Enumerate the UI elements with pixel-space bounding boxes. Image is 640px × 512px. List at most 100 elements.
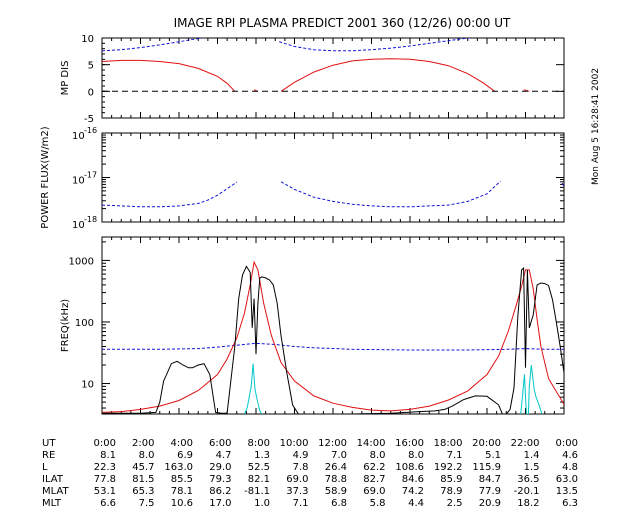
freq-y-tick-label: 1000 — [69, 256, 94, 267]
table-cell-mlat-12: 13.5 — [556, 486, 578, 497]
table-cell-mlat-7: 69.0 — [363, 486, 385, 497]
table-cell-ut-7: 14:00 — [357, 438, 386, 449]
table-cell-re-10: 5.1 — [485, 450, 501, 461]
table-cell-ilat-8: 84.6 — [402, 474, 424, 485]
table-cell-l-2: 163.0 — [164, 462, 193, 473]
table-cell-mlt-3: 17.0 — [209, 498, 231, 509]
table-cell-ut-5: 10:00 — [280, 438, 309, 449]
freq-y-tick-label: 10 — [81, 380, 94, 391]
mp-dis-series-red-4 — [280, 58, 495, 92]
table-cell-l-12: 4.8 — [562, 462, 578, 473]
table-cell-ilat-11: 36.5 — [517, 474, 539, 485]
table-cell-re-5: 4.9 — [293, 450, 309, 461]
table-cell-ut-2: 4:00 — [171, 438, 193, 449]
table-cell-ilat-7: 82.7 — [363, 474, 385, 485]
table-cell-mlt-6: 6.8 — [331, 498, 347, 509]
mp-dis-series-blue-0 — [102, 38, 206, 52]
power-flux-y-axis-label: POWER FLUX(W/m2) — [40, 126, 51, 228]
mp-dis-panel — [101, 37, 565, 119]
table-row-label-l: L — [42, 462, 48, 473]
table-cell-mlat-4: -81.1 — [244, 486, 270, 497]
table-cell-ut-8: 16:00 — [395, 438, 424, 449]
timestamp-label: Mon Aug 5 16:28:41 2002 — [591, 68, 601, 185]
table-cell-ilat-0: 77.8 — [94, 474, 116, 485]
power-flux-frame — [101, 132, 565, 223]
freq-series-cyan-5 — [527, 364, 543, 414]
table-cell-mlat-8: 74.2 — [402, 486, 424, 497]
table-cell-ilat-12: 63.0 — [556, 474, 578, 485]
freq-series-cyan-4 — [520, 374, 529, 414]
mp-dis-y-tick-label: 10 — [81, 34, 94, 45]
table-cell-ilat-10: 84.7 — [479, 474, 501, 485]
power-flux-y-tick-base: 10 — [72, 176, 85, 187]
table-cell-re-12: 4.6 — [562, 450, 578, 461]
table-cell-l-0: 22.3 — [94, 462, 116, 473]
freq-series-cyan-3 — [244, 363, 263, 414]
table-cell-l-1: 45.7 — [132, 462, 154, 473]
table-row-label-mlt: MLT — [42, 498, 62, 509]
table-cell-re-0: 8.1 — [100, 450, 116, 461]
power-flux-y-tick-exponent: -18 — [84, 215, 97, 224]
mp-dis-y-tick-label: -5 — [84, 114, 94, 125]
table-cell-ilat-9: 85.9 — [440, 474, 462, 485]
table-cell-re-6: 7.0 — [331, 450, 347, 461]
table-cell-ut-11: 22:00 — [511, 438, 540, 449]
table-cell-l-10: 115.9 — [472, 462, 501, 473]
table-cell-l-4: 52.5 — [248, 462, 270, 473]
table-cell-l-11: 1.5 — [524, 462, 540, 473]
table-cell-l-7: 62.2 — [363, 462, 385, 473]
power-flux-series-blue-0 — [102, 181, 238, 208]
table-cell-re-3: 4.7 — [216, 450, 232, 461]
table-cell-re-9: 7.1 — [447, 450, 463, 461]
freq-y-tick-label: 100 — [75, 318, 94, 329]
table-cell-ut-9: 18:00 — [434, 438, 463, 449]
table-cell-mlt-1: 7.5 — [139, 498, 155, 509]
table-cell-re-8: 8.0 — [408, 450, 424, 461]
table-cell-mlat-5: 37.3 — [286, 486, 308, 497]
table-cell-ilat-4: 82.1 — [248, 474, 270, 485]
table-cell-mlt-0: 6.6 — [100, 498, 116, 509]
table-cell-mlat-10: 77.9 — [479, 486, 501, 497]
table-cell-mlt-9: 2.5 — [447, 498, 463, 509]
table-cell-mlat-9: 78.9 — [440, 486, 462, 497]
table-cell-ut-6: 12:00 — [318, 438, 347, 449]
table-cell-re-4: 1.3 — [254, 450, 270, 461]
freq-series-red-1 — [102, 260, 564, 413]
table-cell-l-6: 26.4 — [325, 462, 347, 473]
table-cell-mlt-10: 20.9 — [479, 498, 501, 509]
table-row-label-re: RE — [42, 450, 55, 461]
table-cell-mlt-7: 5.8 — [370, 498, 386, 509]
table-cell-re-2: 6.9 — [177, 450, 193, 461]
table-cell-ut-1: 2:00 — [132, 438, 154, 449]
table-cell-mlt-2: 10.6 — [171, 498, 193, 509]
mp-dis-series-red-2 — [102, 59, 236, 92]
table-cell-ilat-2: 85.5 — [171, 474, 193, 485]
table-cell-mlt-4: 1.0 — [254, 498, 270, 509]
table-row-label-ut: UT — [42, 438, 56, 449]
power-flux-y-tick-base: 10 — [72, 220, 85, 231]
table-cell-mlat-3: 86.2 — [209, 486, 231, 497]
table-cell-ut-3: 6:00 — [209, 438, 231, 449]
power-flux-y-tick-exponent: -17 — [84, 171, 97, 180]
table-cell-ut-12: 0:00 — [556, 438, 578, 449]
freq-panel — [101, 236, 565, 415]
table-cell-ilat-3: 79.3 — [209, 474, 231, 485]
power-flux-series-blue-2 — [561, 182, 564, 187]
table-cell-mlat-0: 53.1 — [94, 486, 116, 497]
mp-dis-frame — [101, 37, 565, 119]
figure-title: IMAGE RPI PLASMA PREDICT 2001 360 (12/26… — [174, 16, 511, 30]
power-flux-panel — [101, 132, 565, 223]
power-flux-y-tick-base: 10 — [72, 131, 85, 142]
table-cell-l-8: 108.6 — [395, 462, 424, 473]
table-cell-ut-10: 20:00 — [472, 438, 501, 449]
mp-dis-series-blue-1 — [278, 38, 473, 52]
power-flux-series-blue-1 — [280, 180, 501, 208]
table-cell-mlt-11: 18.2 — [517, 498, 539, 509]
table-cell-mlat-11: -20.1 — [514, 486, 540, 497]
table-cell-mlat-1: 65.3 — [132, 486, 154, 497]
table-cell-mlat-6: 58.9 — [325, 486, 347, 497]
table-cell-ut-4: 8:00 — [248, 438, 270, 449]
table-cell-ilat-5: 69.0 — [286, 474, 308, 485]
